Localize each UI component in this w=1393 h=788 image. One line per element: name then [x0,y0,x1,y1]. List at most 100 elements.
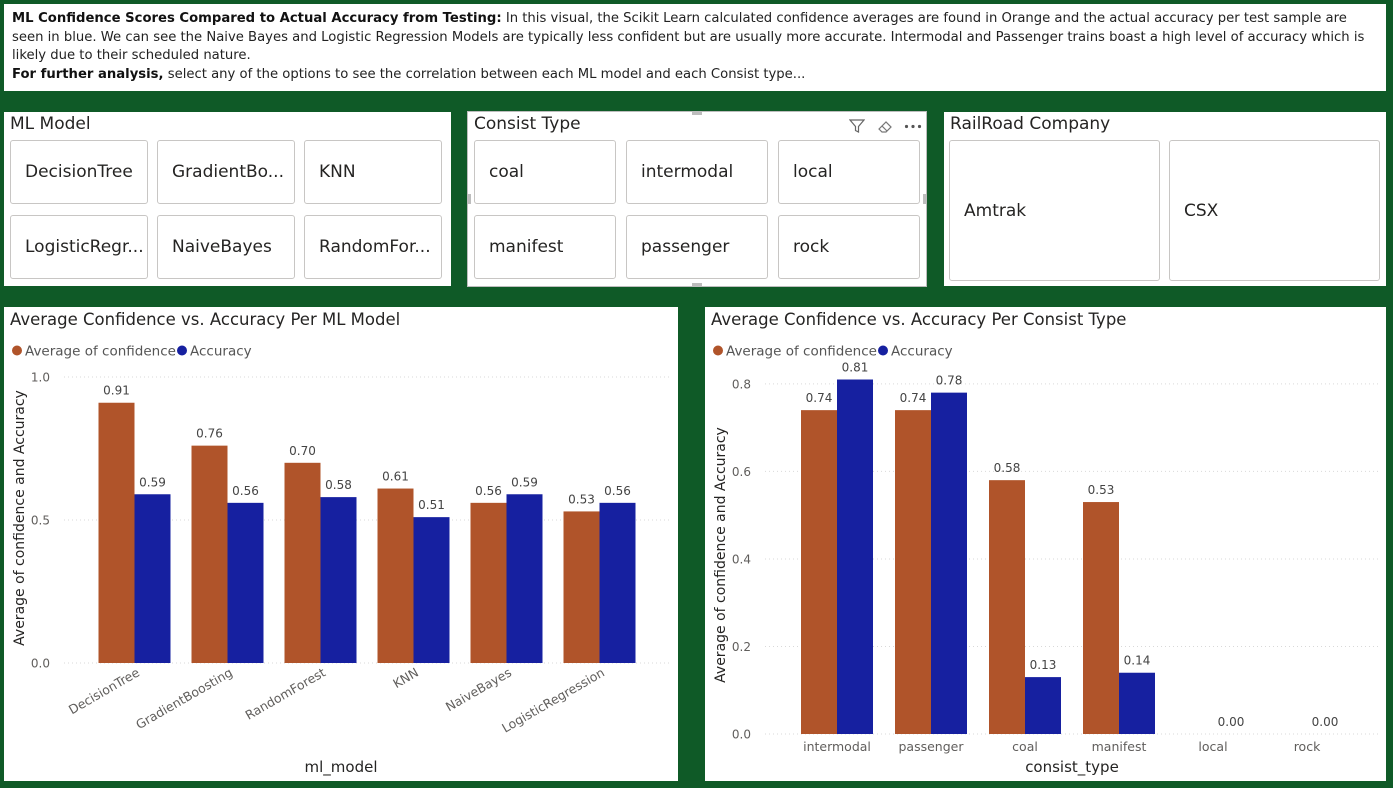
data-label: 0.59 [511,475,538,489]
slicer-tile-amtrak[interactable]: Amtrak [949,140,1160,281]
further-title: For further analysis, [12,66,164,82]
x-tick-label: LogisticRegression [499,665,607,736]
data-label: 0.81 [842,361,869,375]
data-label: 0.56 [475,484,502,498]
data-label: 0.51 [418,498,445,512]
slicer-tile-logisticregression[interactable]: LogisticRegr... [10,215,148,279]
data-label: 0.56 [604,484,631,498]
y-tick-label: 0.6 [732,465,751,479]
data-label: 0.76 [196,427,223,441]
bar-confidence[interactable] [1083,502,1119,734]
bar-confidence[interactable] [284,462,321,663]
intro-title: ML Confidence Scores Compared to Actual … [12,11,502,26]
slicer-tile-decisiontree[interactable]: DecisionTree [10,140,148,204]
bar-confidence[interactable] [377,488,414,663]
eraser-icon[interactable] [877,119,893,134]
bar-accuracy[interactable] [134,494,171,663]
data-label: 0.13 [1030,658,1057,672]
data-label: 0.78 [936,374,963,388]
chart-ml-model: Average Confidence vs. Accuracy Per ML M… [10,310,670,777]
x-tick-label: manifest [1092,739,1147,754]
y-tick-label: 1.0 [31,371,50,385]
bar-confidence[interactable] [989,480,1025,734]
data-label: 0.74 [806,391,833,405]
slicer-tile-gradientboosting[interactable]: GradientBo... [157,140,295,204]
bar-accuracy[interactable] [320,497,357,663]
filter-icon[interactable] [849,119,865,134]
chart-title: Average Confidence vs. Accuracy Per ML M… [10,310,400,329]
bar-accuracy[interactable] [931,392,967,734]
slicer-tile-local[interactable]: local [778,140,920,204]
y-tick-label: 0.5 [31,514,50,528]
resize-handle-right[interactable] [923,194,926,204]
data-label: 0.74 [900,391,927,405]
data-label: 0.00 [1312,715,1339,729]
legend-accuracy-swatch [177,345,187,356]
legend-confidence-label: Average of confidence [726,344,877,360]
bar-confidence[interactable] [470,502,507,663]
data-label: 0.00 [1218,715,1245,729]
bar-accuracy[interactable] [1119,672,1155,734]
x-tick-label: rock [1294,739,1321,754]
plot-area: 0.0 0.5 1.0 0.91 0.59 DecisionTree 0.76 0.56 Gra… [31,371,670,736]
further-body: select any of the options to see the cor… [163,66,806,82]
slicer-tile-coal[interactable]: coal [474,140,616,204]
bar-accuracy[interactable] [837,379,873,734]
bar-confidence[interactable] [801,410,837,734]
data-label: 0.91 [103,384,130,398]
intro-text-panel: ML Confidence Scores Compared to Actual … [4,4,1386,91]
data-label: 0.53 [1088,483,1115,497]
x-tick-label: RandomForest [242,665,328,723]
bar-confidence[interactable] [191,445,228,663]
slicer-tile-intermodal[interactable]: intermodal [626,140,768,204]
slicer-tile-randomforest[interactable]: RandomFor... [304,215,442,279]
x-axis-title: consist_type [1025,758,1119,777]
y-tick-label: 0.8 [732,377,751,391]
legend-accuracy-label: Accuracy [891,344,953,360]
bar-confidence[interactable] [98,402,135,663]
chart-title: Average Confidence vs. Accuracy Per Cons… [711,310,1126,329]
y-tick-label: 0.0 [31,657,50,671]
bar-accuracy[interactable] [506,494,543,663]
bar-accuracy[interactable] [413,517,450,663]
resize-handle-bottom[interactable] [692,283,702,286]
x-tick-label: KNN [390,665,421,691]
bar-accuracy[interactable] [1025,677,1061,734]
railroad-company-slicer: RailRoad Company Amtrak CSX [944,112,1386,286]
more-options-icon[interactable] [904,124,922,129]
data-label: 0.58 [994,461,1021,475]
data-label: 0.70 [289,444,316,458]
data-label: 0.53 [568,492,595,506]
data-label: 0.56 [232,484,259,498]
y-axis-title: Average of confidence and Accuracy [12,390,28,646]
resize-handle-left[interactable] [468,194,471,204]
chart-panel-consist-type: Average Confidence vs. Accuracy Per Cons… [705,307,1386,781]
bar-confidence[interactable] [895,410,931,734]
consist-type-slicer: Consist Type coal intermodal local manif… [467,111,927,287]
data-label: 0.61 [382,470,409,484]
y-tick-label: 0.4 [732,552,751,566]
x-tick-label: GradientBoosting [133,665,235,733]
slicer-tile-csx[interactable]: CSX [1169,140,1380,281]
chart-panel-ml-model: Average Confidence vs. Accuracy Per ML M… [4,307,678,781]
y-axis-title: Average of confidence and Accuracy [713,427,729,683]
railroad-slicer-title: RailRoad Company [950,114,1111,134]
slicer-tile-knn[interactable]: KNN [304,140,442,204]
chart-consist-type: Average Confidence vs. Accuracy Per Cons… [711,310,1379,777]
slicer-tile-rock[interactable]: rock [778,215,920,279]
legend-accuracy-label: Accuracy [190,344,252,360]
resize-handle-top[interactable] [692,112,702,115]
bar-accuracy[interactable] [227,502,264,663]
slicer-tile-naivebayes[interactable]: NaiveBayes [157,215,295,279]
y-tick-label: 0.2 [732,640,751,654]
x-tick-label: DecisionTree [66,664,142,717]
bar-confidence[interactable] [563,511,600,663]
slicer-tile-passenger[interactable]: passenger [626,215,768,279]
x-tick-label: intermodal [803,739,871,754]
y-tick-label: 0.0 [732,728,751,742]
bar-accuracy[interactable] [599,502,636,663]
x-tick-label: NaiveBayes [443,665,514,715]
data-label: 0.58 [325,478,352,492]
slicer-tile-manifest[interactable]: manifest [474,215,616,279]
data-label: 0.14 [1124,654,1151,668]
